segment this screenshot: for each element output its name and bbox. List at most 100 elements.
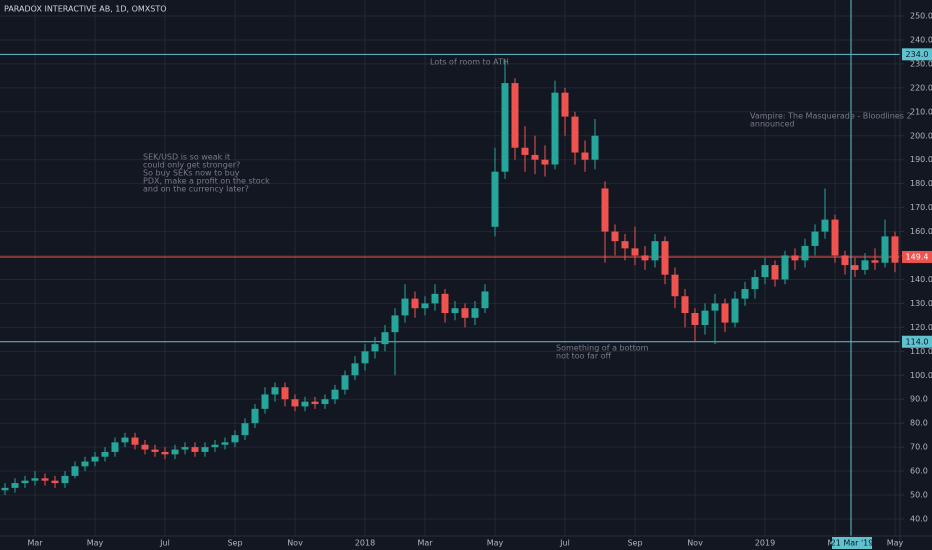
y-tick-label: 90.0 <box>910 395 928 404</box>
annotation-text: could only get stronger? <box>143 161 240 170</box>
candle-body <box>221 442 229 445</box>
x-tick-label: May <box>887 539 904 548</box>
y-tick-label: 110.0 <box>910 347 932 356</box>
grid <box>0 0 900 536</box>
candle-body <box>861 260 869 270</box>
candle-body <box>781 255 789 280</box>
candle-body <box>881 236 889 263</box>
candle-body <box>431 293 439 304</box>
annotation-text: Lots of room to ATH <box>430 58 509 67</box>
annotation: SEK/USD is so weak it could only get str… <box>143 153 270 194</box>
candle-body <box>31 478 39 481</box>
candle-body <box>741 289 749 299</box>
crosshair-label-box <box>832 537 872 549</box>
candle-body <box>91 456 99 462</box>
candle-body <box>531 154 539 160</box>
candle-body <box>411 298 419 309</box>
candle-body <box>611 231 619 242</box>
annotation: Lots of room to ATH <box>430 58 509 67</box>
y-tick-label: 120.0 <box>910 323 932 332</box>
x-tick-label: Nov <box>687 539 703 548</box>
candle-body <box>591 135 599 160</box>
y-tick-label: 190.0 <box>910 155 932 164</box>
y-tick-label: 240.0 <box>910 35 932 44</box>
level-label-box <box>902 48 932 61</box>
candle-body <box>321 399 329 405</box>
candle-body <box>701 310 709 325</box>
candle-body <box>181 447 189 450</box>
candle-body <box>771 265 779 280</box>
candle-body <box>681 296 689 314</box>
candle-body <box>231 435 239 443</box>
candle-body <box>551 92 559 165</box>
candle-body <box>711 303 719 311</box>
candle-body <box>251 408 259 424</box>
candle-body <box>51 480 59 484</box>
candle-body <box>21 480 29 484</box>
y-tick-label: 70.0 <box>910 443 928 452</box>
y-tick-label: 220.0 <box>910 83 932 92</box>
candle-body <box>331 389 339 400</box>
chart-title: PARADOX INTERACTIVE AB, 1D, OMXSTO <box>4 5 167 14</box>
x-tick-label: Mar <box>27 539 43 548</box>
y-tick-label: 50.0 <box>910 491 928 500</box>
y-tick-label: 250.0 <box>910 12 932 21</box>
candle-body <box>101 451 109 457</box>
candle-body <box>381 332 389 345</box>
candle-body <box>871 260 879 263</box>
level-label: 114.0 <box>906 337 929 346</box>
candle-body <box>891 236 899 263</box>
y-tick-label: 140.0 <box>910 275 932 284</box>
candle-body <box>651 241 659 261</box>
candle-body <box>1 487 9 491</box>
candles <box>1 59 899 496</box>
candle-body <box>391 315 399 333</box>
candle-body <box>841 255 849 266</box>
candle-body <box>671 274 679 297</box>
candle-body <box>731 298 739 323</box>
annotation-text: SEK/USD is so weak it <box>143 153 230 162</box>
level-label: 149.4 <box>906 252 929 261</box>
candle-body <box>641 255 649 261</box>
annotation-text: and on the currency later? <box>143 185 249 194</box>
candle-body <box>601 188 609 232</box>
candle-body <box>811 231 819 246</box>
candle-body <box>71 466 79 476</box>
annotation-text: not too far off <box>556 352 612 361</box>
candle-body <box>541 159 549 165</box>
candle-body <box>751 277 759 290</box>
y-tick-label: 230.0 <box>910 59 932 68</box>
candle-body <box>761 265 769 278</box>
candle-body <box>831 219 839 256</box>
x-tick-label: 2019 <box>755 539 775 548</box>
candle-body <box>211 444 219 448</box>
candle-body <box>241 423 249 436</box>
candle-body <box>341 375 349 390</box>
candle-body <box>121 437 129 443</box>
x-tick-label: Jul <box>159 539 170 548</box>
candle-body <box>141 444 149 450</box>
y-tick-label: 170.0 <box>910 203 932 212</box>
candle-body <box>311 401 319 405</box>
candle-body <box>721 303 729 323</box>
candle-body <box>471 308 479 318</box>
candle-body <box>111 442 119 452</box>
crosshair-label-text: 21 Mar '19 <box>831 539 874 548</box>
candle-body <box>271 387 279 395</box>
x-tick-label: Nov <box>287 539 303 548</box>
candle-body <box>41 478 49 481</box>
y-tick-label: 160.0 <box>910 227 932 236</box>
x-tick-label: Mar <box>417 539 433 548</box>
candle-body <box>291 399 299 407</box>
candle-body <box>631 248 639 256</box>
candle-body <box>481 291 489 309</box>
level-label-box <box>902 250 932 263</box>
candle-body <box>361 351 369 364</box>
axes: 40.0 50.0 60.0 70.0 80.0 90.0 100.0 110.0 120.0 1… <box>27 12 932 548</box>
candle-body <box>501 83 509 172</box>
annotation-text: So buy SEKs now to buy <box>143 169 240 178</box>
candle-body <box>371 344 379 352</box>
candle-body <box>61 475 69 484</box>
candle-body <box>81 461 89 467</box>
